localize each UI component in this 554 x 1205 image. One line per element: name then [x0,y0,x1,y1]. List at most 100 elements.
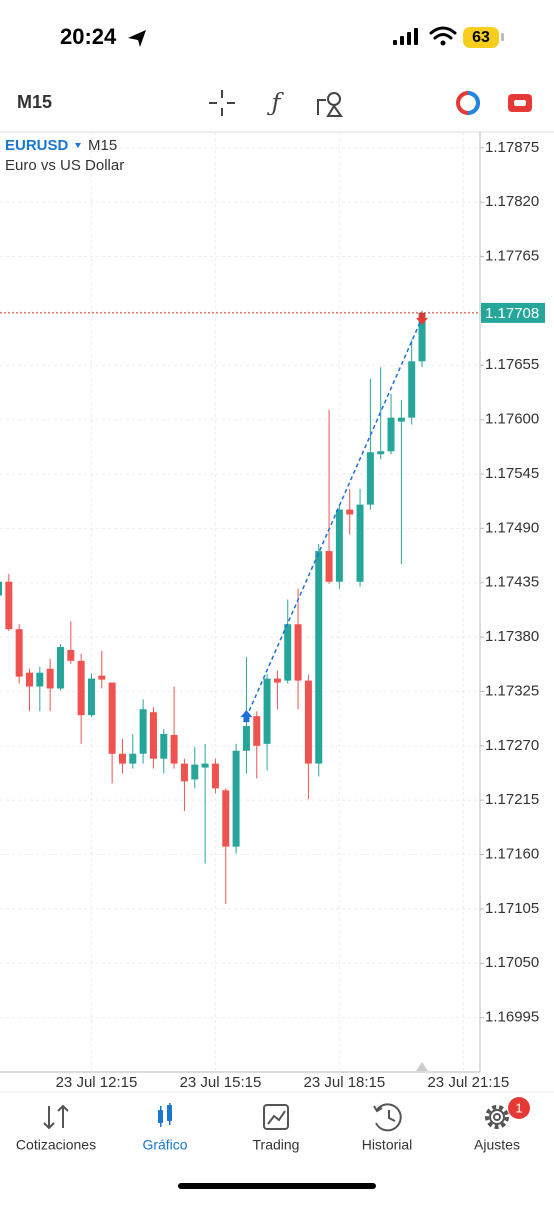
candle-body [36,672,44,687]
tab-label[interactable]: Gráfico [142,1137,187,1153]
candle-body [15,629,23,677]
candle-body [5,581,13,630]
symbol-dropdown[interactable] [75,143,81,148]
current-price-box [481,302,545,323]
candle-body [325,551,333,582]
objects-icon[interactable] [317,92,343,117]
y-tick-label: 1.17875 [485,139,539,156]
y-tick-label: 1.16995 [485,1009,539,1026]
y-tick-label: 1.17490 [485,519,539,536]
home-indicator [178,1183,376,1189]
candle-body [149,712,157,759]
candle-body [160,733,168,759]
y-tick-label: 1.17160 [485,846,539,863]
candle-body [387,417,395,452]
candle-body [139,709,147,754]
y-tick-label: 1.17765 [485,248,539,265]
crosshair-icon[interactable] [209,90,235,116]
sell-arrow [416,312,429,325]
battery-level: 63 [472,29,490,46]
candle-body [397,417,405,422]
candle-body [98,675,106,680]
candle-body [25,672,33,687]
symbol[interactable]: EURUSD [5,137,69,154]
candle-body [232,750,240,847]
x-tick-label: 23 Jul 18:15 [304,1074,386,1091]
battery [463,27,499,48]
candle-body [273,678,281,683]
y-tick-label: 1.17600 [485,411,539,428]
candle-body [253,716,261,746]
candle-body [129,753,137,764]
candle-body [284,624,292,681]
candle-body [0,581,2,596]
location-icon [128,30,146,47]
candle-body [304,680,312,764]
candle-body [56,646,64,689]
current-price-label: 1.17708 [485,305,539,322]
wifi-icon [429,26,457,40]
tab-label[interactable]: Trading [253,1137,300,1153]
x-tick-label: 23 Jul 15:15 [180,1074,262,1091]
y-tick-label: 1.17270 [485,737,539,754]
candle-body [46,668,54,689]
buy-arrow [240,710,253,723]
quotes-icon[interactable] [43,1104,69,1130]
x-tick-label: 23 Jul 12:15 [56,1074,138,1091]
candle-body [180,763,188,782]
y-tick-label: 1.17545 [485,465,539,482]
candle-body [87,678,95,716]
candle-body [222,790,230,847]
candle-body [263,678,271,744]
candle-body [408,361,416,418]
candle-body [356,504,364,582]
chart-icon[interactable] [158,1103,172,1127]
candle-body [211,763,219,789]
wifi-dot [440,40,446,46]
trade-line [245,317,423,718]
candle-body [315,551,323,764]
candle-body [294,624,302,681]
chart-timeframe: M15 [88,137,117,154]
y-tick-label: 1.17820 [485,193,539,210]
y-tick-label: 1.17325 [485,682,539,699]
candle-body [418,312,426,362]
candle-body [377,451,385,455]
timeframe-button[interactable]: M15 [17,92,52,112]
y-tick-label: 1.17380 [485,628,539,645]
tab-label[interactable]: Historial [362,1137,413,1153]
y-tick-label: 1.17105 [485,900,539,917]
clock: 20:24 [60,24,117,49]
y-tick-label: 1.17435 [485,574,539,591]
candle-body [335,509,343,582]
candle-body [170,734,178,764]
tab-label[interactable]: Ajustes [474,1137,520,1153]
candle-body [67,649,75,661]
indicators-icon[interactable]: ƒ [267,89,285,117]
trade-button[interactable] [456,91,480,115]
candle-body [346,509,354,515]
grid [0,132,484,1072]
candle-body [118,753,126,764]
candle-body [77,660,85,716]
candle-body [366,452,374,505]
history-icon[interactable] [373,1103,402,1132]
candle-body [201,763,209,768]
badge [508,1097,530,1119]
trading-icon[interactable] [263,1104,289,1130]
scroll-marker [416,1062,428,1071]
y-tick-label: 1.17050 [485,954,539,971]
plot [0,310,480,904]
symbol-description: Euro vs US Dollar [5,157,124,174]
tab-label[interactable]: Cotizaciones [16,1137,96,1153]
tabs: Cotizaciones Gráfico Trading Historial Ajust… [16,1137,520,1153]
candle-body [108,682,116,754]
settings-icon[interactable] [485,1105,509,1129]
badge-count: 1 [515,1100,522,1115]
x-tick-label: 23 Jul 21:15 [427,1074,509,1091]
candle-body [242,726,250,751]
battery-tip [501,33,504,41]
orders-button[interactable] [508,94,532,112]
